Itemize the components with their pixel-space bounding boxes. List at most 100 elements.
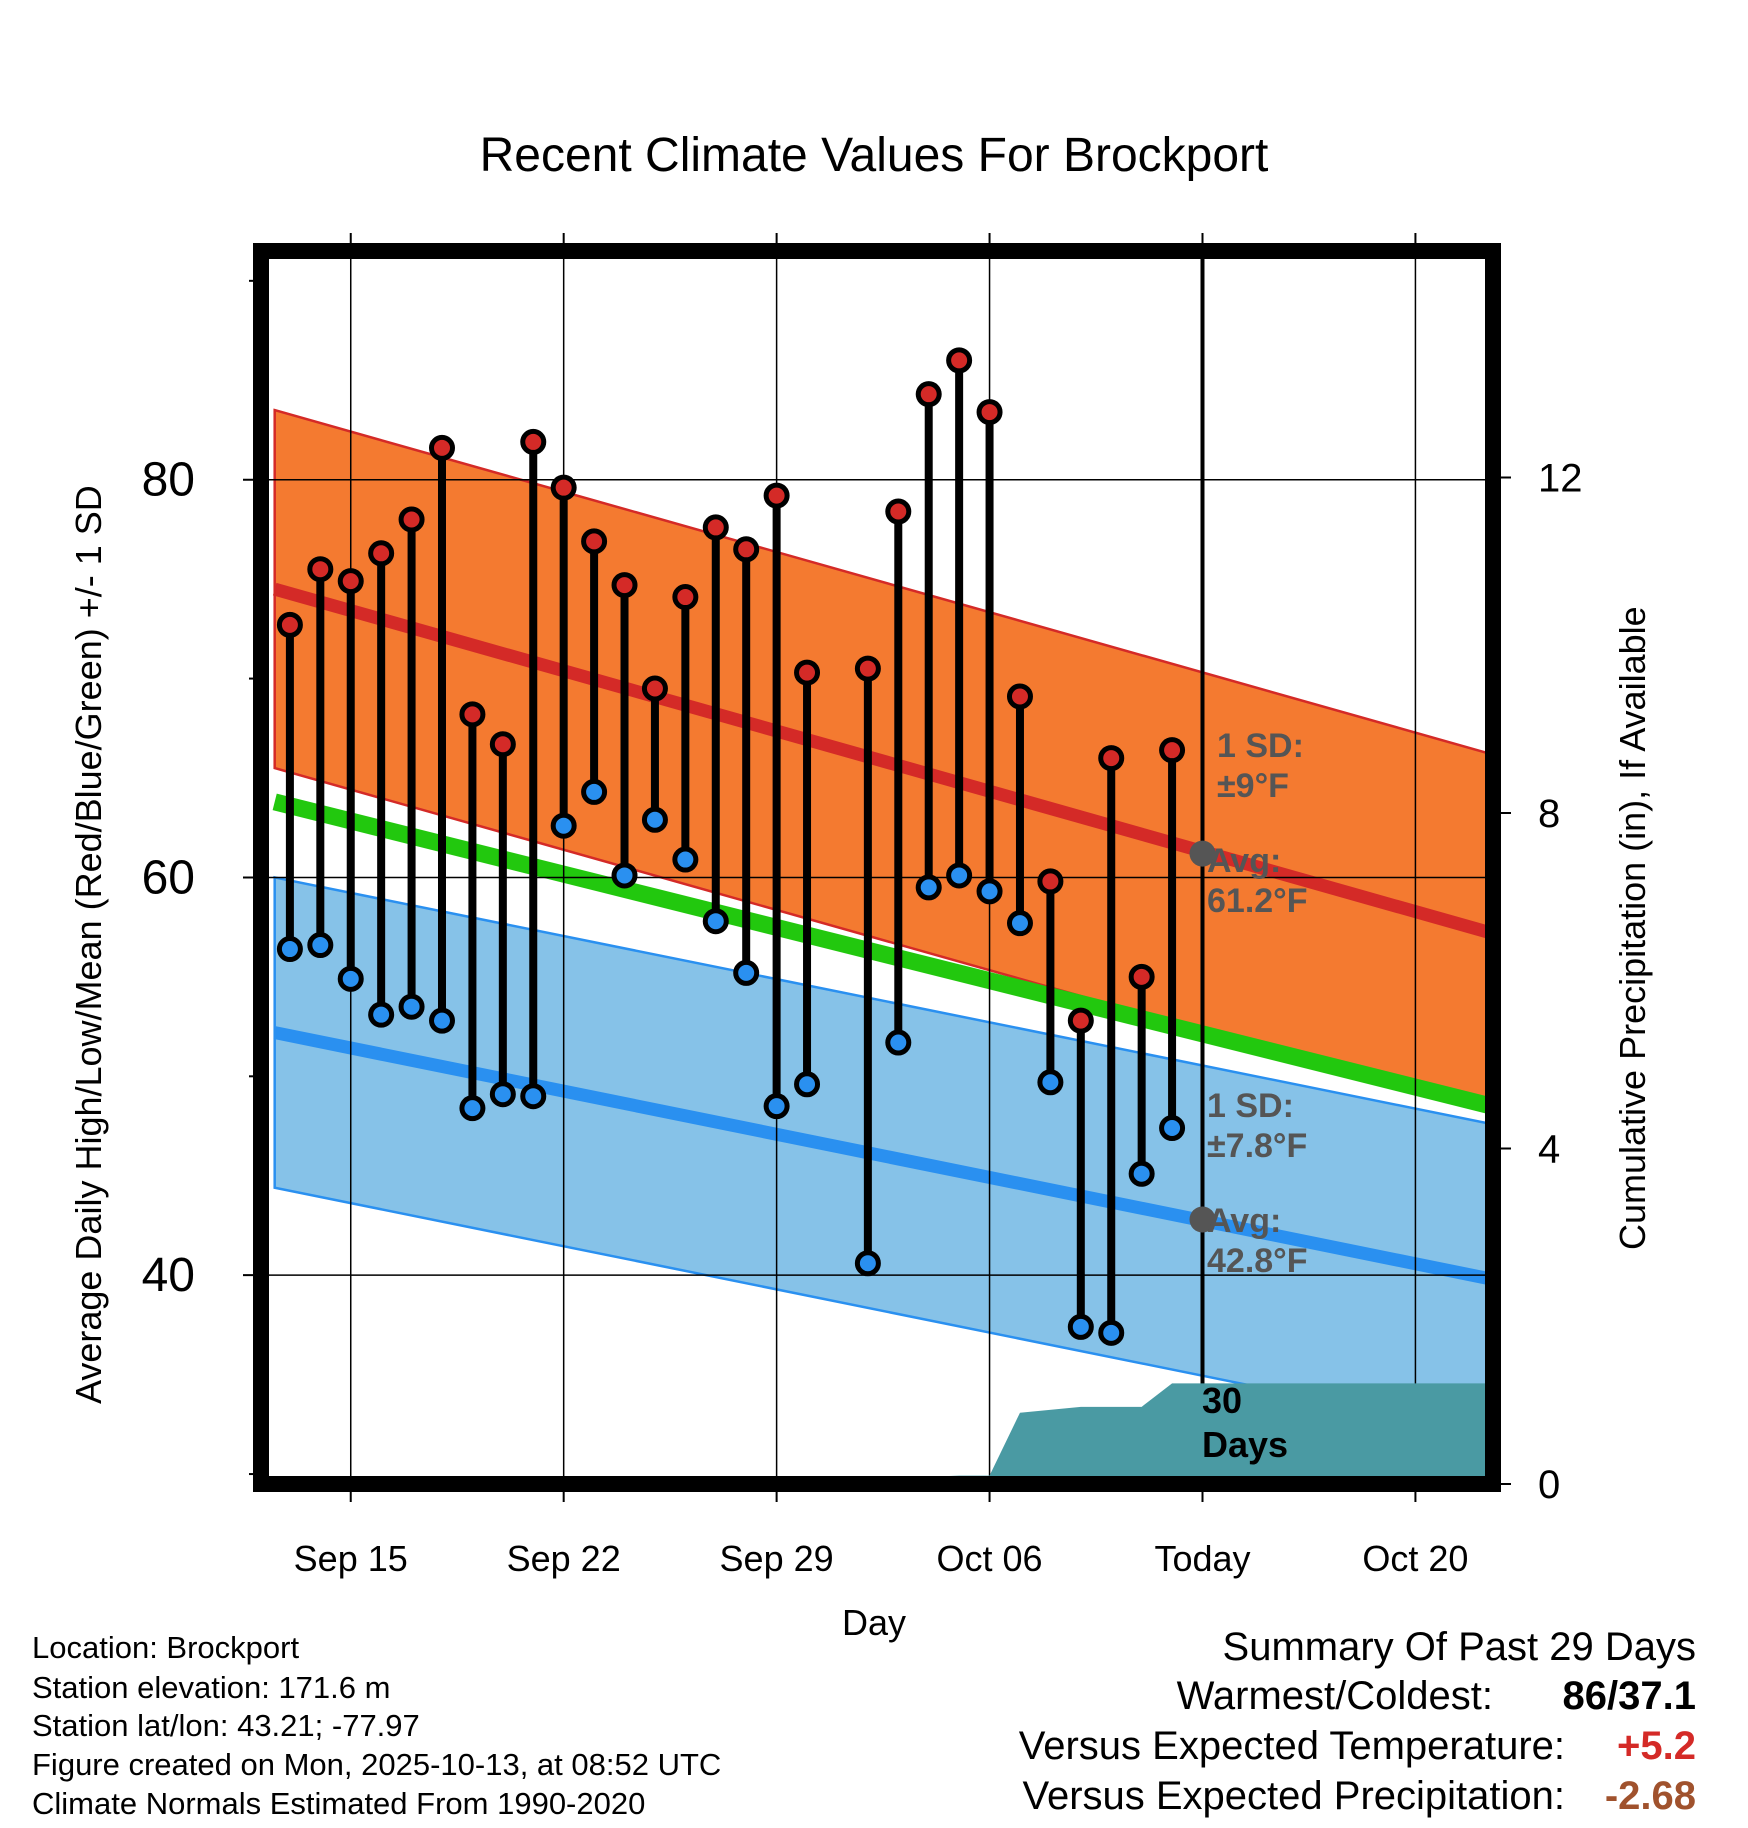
high-avg-marker [1189, 840, 1216, 867]
daily-low-point [276, 936, 303, 963]
daily-low-point [763, 1093, 790, 1120]
mean-normal-line [272, 793, 1493, 1115]
low-normal-line [273, 1026, 1493, 1286]
summary-temp-label: Versus Expected Temperature: [1018, 1724, 1565, 1768]
y2-tick-label: 12 [1538, 456, 1583, 500]
daily-high-point [368, 540, 395, 567]
daily-low-point [581, 778, 608, 805]
low-avg-value: 42.8°F [1207, 1242, 1308, 1280]
summary-heading: Summary Of Past 29 Days [1222, 1625, 1696, 1669]
days-word: Days [1202, 1424, 1288, 1465]
daily-low-point [489, 1081, 516, 1108]
low-sd-value: ±7.8°F [1207, 1127, 1307, 1165]
x-tick-label: Today [1154, 1538, 1250, 1579]
low-sd-label: 1 SD: [1207, 1087, 1294, 1125]
daily-low-point [398, 993, 425, 1020]
high-sd-label: 1 SD: [1217, 727, 1304, 765]
daily-low-point [428, 1007, 455, 1034]
daily-low-point [702, 908, 729, 935]
daily-high-point [428, 434, 455, 461]
daily-high-point [915, 381, 942, 408]
daily-low-point [1159, 1115, 1186, 1142]
daily-high-point [1037, 868, 1064, 895]
x-tick-label: Oct 06 [937, 1538, 1043, 1579]
figure-created: Figure created on Mon, 2025-10-13, at 08… [32, 1747, 722, 1782]
summary-precip-label: Versus Expected Precipitation: [1022, 1774, 1565, 1818]
y2-axis-label: Cumulative Precipitation (in), If Availa… [1612, 606, 1653, 1250]
daily-high-point [276, 611, 303, 638]
daily-high-point [550, 474, 577, 501]
daily-high-point [1067, 1007, 1094, 1034]
daily-high-point [672, 584, 699, 611]
station-location: Location: Brockport [32, 1630, 300, 1665]
daily-low-point [368, 1001, 395, 1028]
daily-low-point [520, 1083, 547, 1110]
daily-high-point [1159, 737, 1186, 764]
chart-title: Recent Climate Values For Brockport [479, 129, 1269, 182]
daily-low-point [1128, 1160, 1155, 1187]
daily-low-point [854, 1250, 881, 1277]
daily-high-point [702, 514, 729, 541]
daily-high-point [489, 731, 516, 758]
daily-high-point [763, 482, 790, 509]
station-latlon: Station lat/lon: 43.21; -77.97 [32, 1708, 420, 1743]
daily-low-point [307, 932, 334, 959]
high-sd-value: ±9°F [1217, 767, 1289, 805]
daily-low-point [1006, 910, 1033, 937]
daily-high-point [794, 659, 821, 686]
summary-warmest-label: Warmest/Coldest: [1176, 1674, 1493, 1718]
axis-ticks: 40 60 80 0 4 8 12 Sep 15 Sep 22 Sep 29 Oct 06 Today… [142, 233, 1583, 1579]
daily-high-point [641, 675, 668, 702]
low-avg-marker [1189, 1206, 1216, 1233]
y-tick-label: 60 [142, 851, 195, 904]
daily-low-point [946, 862, 973, 889]
x-tick-label: Sep 15 [294, 1538, 408, 1579]
x-tick-label: Sep 29 [720, 1538, 834, 1579]
daily-high-point [581, 528, 608, 555]
daily-low-point [976, 878, 1003, 905]
x-tick-label: Oct 20 [1362, 1538, 1468, 1579]
x-tick-label: Sep 22 [507, 1538, 621, 1579]
daily-high-point [398, 506, 425, 533]
y2-tick-label: 8 [1538, 792, 1560, 836]
daily-high-point [854, 655, 881, 682]
daily-high-point [885, 498, 912, 525]
daily-low-point [733, 959, 760, 986]
daily-high-point [459, 701, 486, 728]
daily-low-point [885, 1029, 912, 1056]
daily-low-point [672, 846, 699, 873]
daily-low-point [794, 1071, 821, 1098]
precipitation-fill [274, 1383, 1492, 1484]
daily-low-point [641, 806, 668, 833]
daily-low-point [337, 965, 364, 992]
daily-high-point [946, 347, 973, 374]
y-axis-label: Average Daily High/Low/Mean (Red/Blue/Gr… [68, 485, 109, 1404]
high-avg-label: Avg: [1207, 842, 1281, 880]
summary-warmest-value: 86/37.1 [1562, 1674, 1696, 1718]
daily-low-point [1067, 1313, 1094, 1340]
daily-high-point [611, 572, 638, 599]
daily-high-point [976, 399, 1003, 426]
high-avg-value: 61.2°F [1207, 882, 1308, 920]
daily-high-point [1128, 963, 1155, 990]
precipitation-area [274, 1383, 1492, 1484]
days-count: 30 [1202, 1380, 1242, 1421]
daily-high-point [1098, 745, 1125, 772]
y2-tick-label: 4 [1538, 1127, 1560, 1171]
high-normal-line [272, 582, 1493, 940]
y-tick-label: 80 [142, 454, 195, 507]
daily-high-point [337, 568, 364, 595]
daily-temperature-marks [276, 347, 1186, 1346]
summary-precip-value: -2.68 [1604, 1774, 1696, 1818]
daily-high-point [733, 536, 760, 563]
plot-frame [253, 243, 1501, 1492]
daily-low-point [1098, 1319, 1125, 1346]
daily-low-point [459, 1095, 486, 1122]
daily-low-point [1037, 1069, 1064, 1096]
y2-tick-label: 0 [1538, 1463, 1560, 1507]
daily-low-point [915, 874, 942, 901]
x-axis-label: Day [841, 1602, 907, 1643]
y-tick-label: 40 [142, 1249, 195, 1302]
